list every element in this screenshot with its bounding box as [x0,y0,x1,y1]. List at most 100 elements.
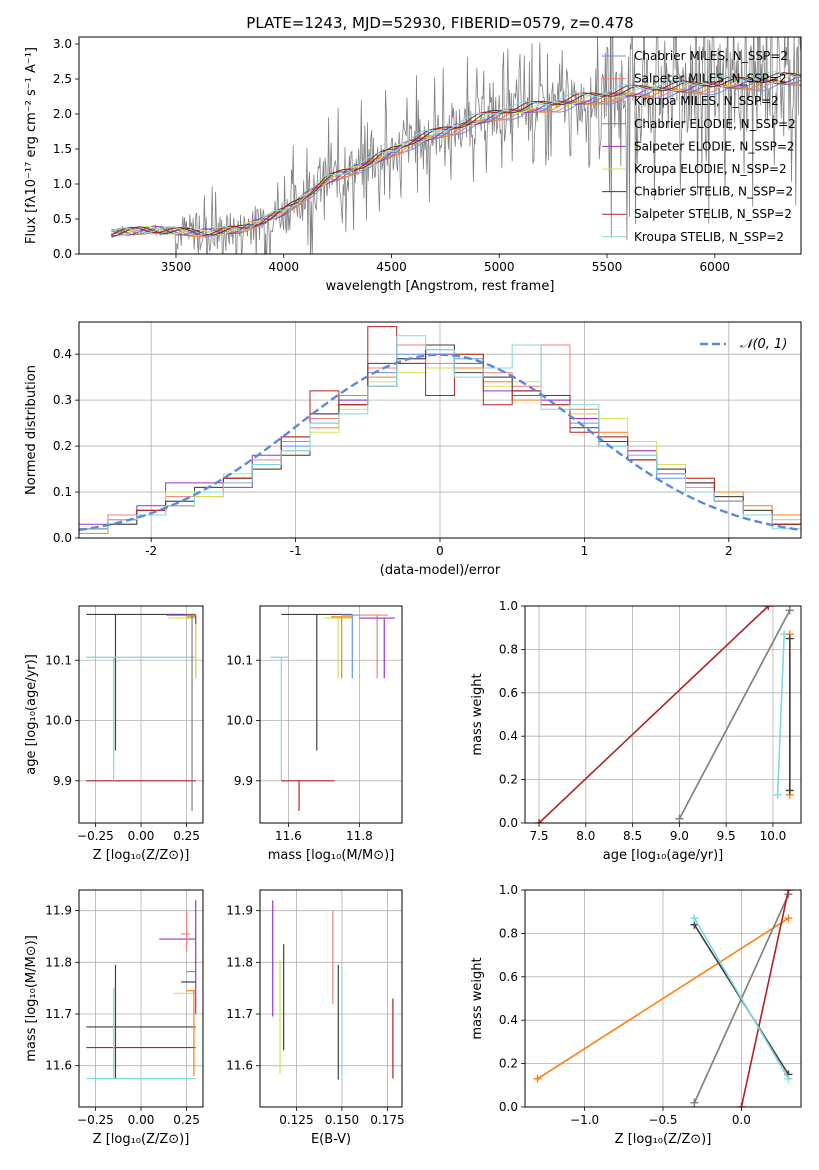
spectrum-model-line [111,79,801,238]
mass_vs_ebv-xtick-label: 0.175 [370,1113,404,1127]
age_vs_mass-xlabel: mass [log₁₀(M/M⊙)] [268,848,395,863]
weight_vs_age-xtick-label: 8.5 [623,829,642,843]
weight_vs_Z-point-marker [784,890,793,894]
spectrum-xtick-label: 4500 [376,260,407,274]
spectrum-xtick-label: 6000 [700,260,731,274]
weight_vs_Z-ytick-label: 0.0 [499,1100,518,1114]
weight_vs_age-ytick-label: 0.6 [499,686,518,700]
age_vs_mass-frame [259,605,403,824]
spectrum-model-line [111,71,801,237]
age_vs_Z-ytick-label: 10.1 [45,653,72,667]
weight_vs_age-xtick-label: 7.5 [529,829,548,843]
weight_vs_age-series-line [538,606,769,823]
mass_vs_Z-ytick-label: 11.6 [45,1059,72,1073]
residuals-plot-area [79,326,801,534]
residuals-xtick-label: 2 [725,544,733,558]
mass_vs_ebv-xtick-label: 0.150 [325,1113,359,1127]
weight_vs_Z-xtick-label: 0.0 [732,1113,751,1127]
spectrum-legend-label: Kroupa STELIB, N_SSP=2 [634,230,784,244]
weight_vs_Z-series-line [537,917,789,1080]
mass_vs_ebv-ytick-label: 11.7 [226,1007,253,1021]
age_vs_Z-xtick-label: −0.25 [77,829,114,843]
spectrum-ytick-label: 0.5 [53,212,72,226]
weight_vs_Z-axes: −1.0 −0.5 0.0 0.0 0.2 0.4 0.6 0.8 1.0 Z [log₁₀(Z/… [470,883,802,1147]
mass_vs_ebv-ytick-label: 11.6 [226,1059,253,1073]
residuals-histogram [79,344,801,530]
age_vs_mass-ytick-label: 9.9 [234,774,253,788]
spectrum-legend-label: Kroupa MILES, N_SSP=2 [634,94,779,108]
mass_vs_ebv-ytick-label: 11.9 [226,904,253,918]
weight_vs_Z-ytick-label: 1.0 [499,883,518,897]
residuals-xtick-label: 1 [581,544,589,558]
spectrum-legend-label: Salpeter MILES, N_SSP=2 [634,72,787,86]
residuals-legend-label: 𝒩(0, 1) [740,337,787,352]
spectrum-legend-label: Chabrier STELIB, N_SSP=2 [634,185,793,199]
mass_vs_ebv-plot-area [272,900,394,1082]
age_vs_mass-plot-area [270,613,395,811]
age_vs_mass-ytick-label: 10.1 [226,653,253,667]
mass_vs_Z-plot-area [86,900,197,1080]
spectrum-xtick-label: 3500 [161,260,192,274]
spectrum-xtick-label: 5000 [484,260,515,274]
mass_vs_ebv-xlabel: E(B-V) [311,1132,351,1147]
weight_vs_Z-point-marker [784,914,793,923]
mass_vs_Z-ytick-label: 11.8 [45,955,72,969]
spectrum-xlabel: wavelength [Angstrom, rest frame] [326,279,555,294]
weight_vs_Z-ylabel: mass weight [470,957,485,1039]
weight_vs_age-xtick-label: 9.5 [717,829,736,843]
age_vs_mass-xtick-label: 11.8 [346,829,373,843]
mass_vs_Z-xtick-label: −0.25 [77,1113,114,1127]
weight_vs_age-point-marker [764,606,773,610]
weight_vs_age-ylabel: mass weight [470,673,485,755]
age_vs_Z-xtick-label: 0.25 [173,829,200,843]
mass_vs_Z-xlabel: Z [log₁₀(Z/Z⊙)] [93,1132,190,1147]
weight_vs_Z-ytick-label: 0.6 [499,970,518,984]
spectrum-frame [78,36,802,255]
weight_vs_Z-ytick-label: 0.2 [499,1057,518,1071]
weight_vs_Z-xtick-label: −0.5 [648,1113,677,1127]
age_vs_mass-ytick-label: 10.0 [226,714,253,728]
spectrum-model-line [111,75,801,236]
residuals-gaussian-curve [79,353,801,532]
mass_vs_Z-ytick-label: 11.9 [45,904,72,918]
weight_vs_Z-xlabel: Z [log₁₀(Z/Z⊙)] [615,1132,712,1147]
spectrum-ytick-label: 1.5 [53,142,72,156]
spectrum-xtick-label: 5500 [592,260,623,274]
weight_vs_Z-series-line [740,890,790,1107]
weight_vs_age-xtick-label: 9.0 [670,829,689,843]
residuals-ytick-label: 0.2 [53,439,72,453]
mass_vs_Z-ylabel: mass [log₁₀(M/M⊙)] [24,935,39,1062]
residuals-ylabel: Normed distribution [24,365,39,495]
spectrum-model-line [111,79,801,237]
weight_vs_age-point-marker [785,606,794,615]
spectrum-legend-label: Chabrier MILES, N_SSP=2 [634,49,788,63]
mass_vs_ebv-frame [259,889,403,1108]
spectrum-title: PLATE=1243, MJD=52930, FIBERID=0579, z=0… [246,14,633,32]
spectrum-ytick-label: 2.5 [53,72,72,86]
weight_vs_age-point-marker [785,634,794,643]
age_vs_Z-xtick-label: 0.00 [128,829,155,843]
spectrum-plot-area [110,37,801,254]
spectrum-model-line [111,80,801,238]
weight_vs_age-ytick-label: 0.4 [499,729,518,743]
residuals-xtick-label: -2 [145,544,157,558]
spectrum-ytick-label: 2.0 [53,107,72,121]
weight_vs_age-xlabel: age [log₁₀(age/yr)] [603,848,724,863]
mass_vs_Z-xtick-label: 0.00 [128,1113,155,1127]
weight_vs_age-frame [524,605,802,824]
age_vs_Z-xlabel: Z [log₁₀(Z/Z⊙)] [93,848,190,863]
residuals-frame [78,321,802,539]
spectrum-ylabel: Flux [fλ10⁻¹⁷ erg cm⁻² s⁻¹ A⁻¹] [24,47,39,244]
spectrum-xtick-label: 4000 [268,260,299,274]
weight_vs_Z-ytick-label: 0.8 [499,926,518,940]
weight_vs_Z-xtick-label: −1.0 [570,1113,599,1127]
weight_vs_age-xtick-label: 8.0 [576,829,595,843]
weight_vs_Z-series-line [693,917,790,1080]
spectrum-legend-label: Salpeter STELIB, N_SSP=2 [634,207,792,221]
spectrum-legend-label: Salpeter ELODIE, N_SSP=2 [634,139,795,153]
residuals-ytick-label: 0.0 [53,531,72,545]
residuals-xtick-label: 0 [436,544,444,558]
spectrum-ytick-label: 1.0 [53,177,72,191]
weight_vs_Z-frame [524,889,802,1108]
weight_vs_age-plot-area [535,606,794,823]
